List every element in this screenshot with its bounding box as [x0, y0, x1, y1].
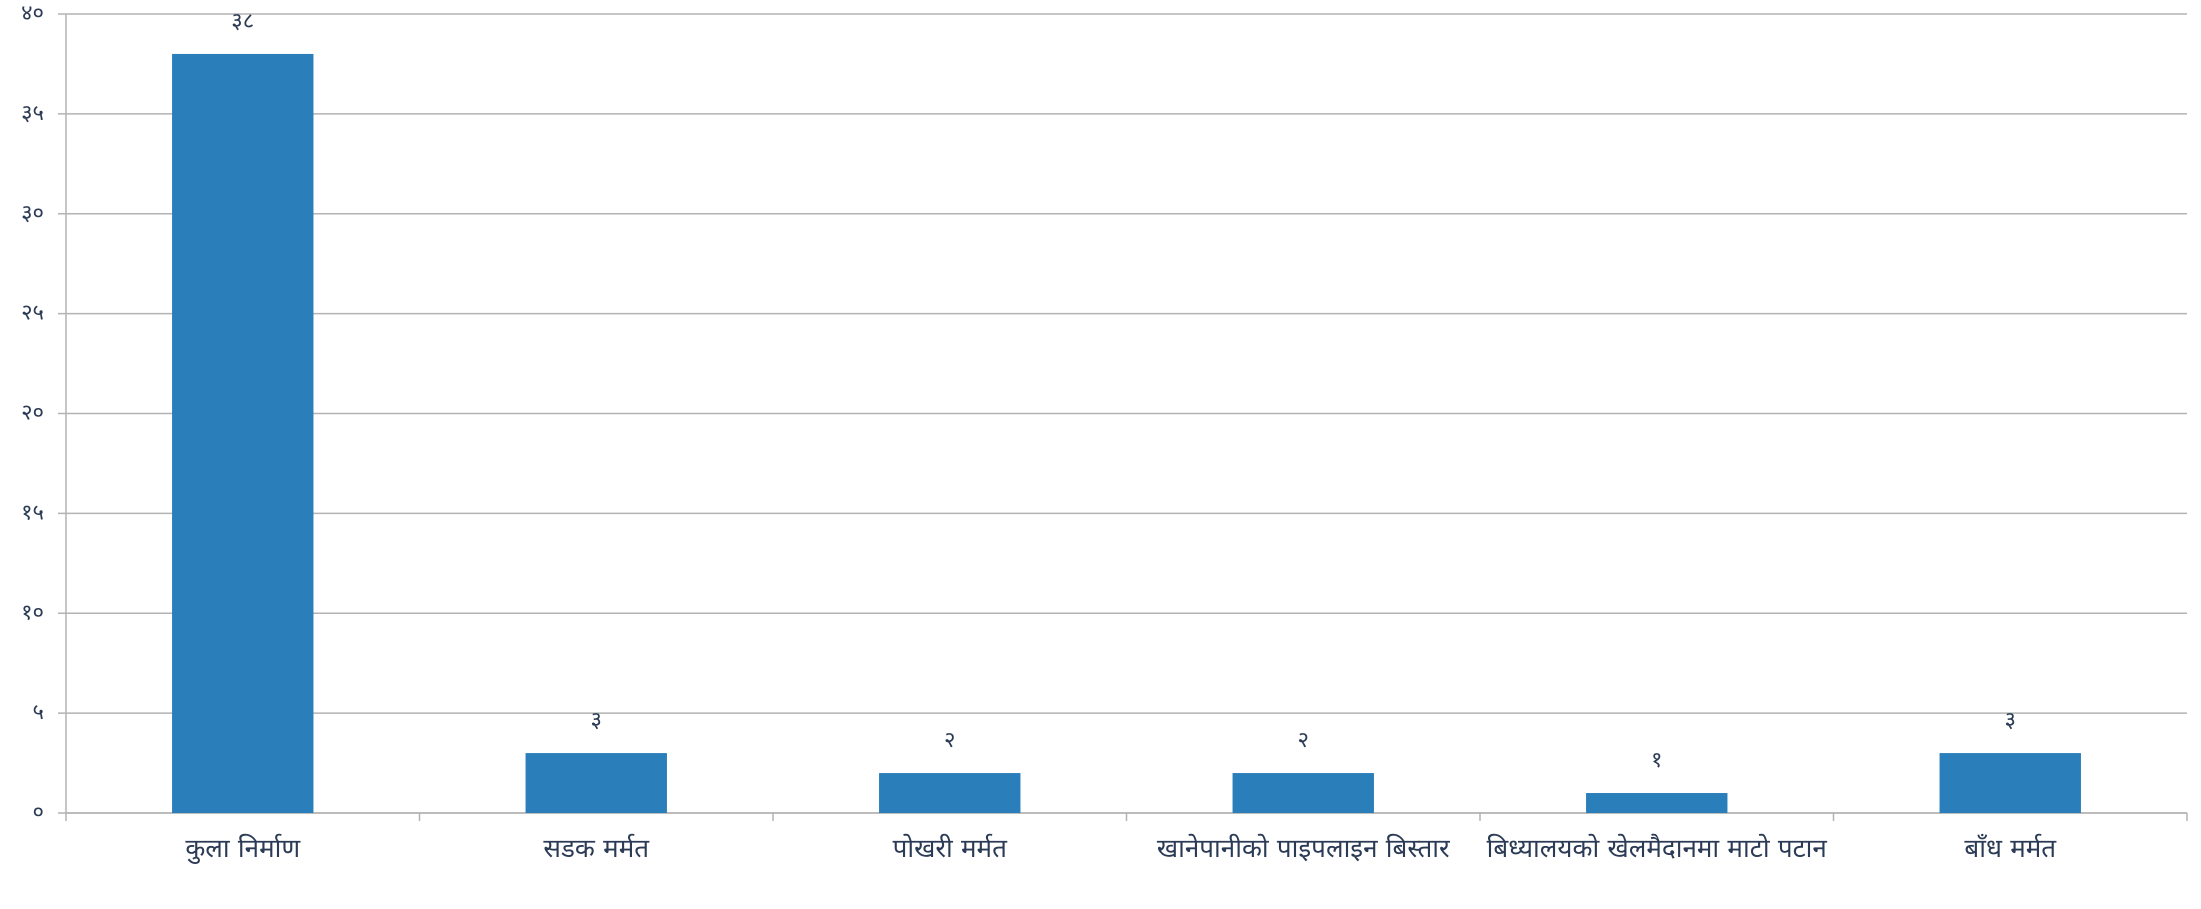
- y-tick-label: २०: [21, 401, 44, 426]
- y-tick-label: १०: [21, 600, 44, 625]
- y-tick-label: ५: [33, 700, 44, 725]
- bar: [525, 753, 667, 813]
- data-label: २: [1298, 728, 1309, 753]
- x-tick-label: पोखरी मर्मत: [892, 834, 1007, 864]
- y-tick-label: ०: [33, 800, 44, 825]
- data-label: २: [944, 728, 955, 753]
- bar: [879, 773, 1021, 813]
- data-label: ३८: [231, 9, 254, 34]
- x-tick-label: कुला निर्माण: [185, 834, 301, 864]
- bar: [1586, 793, 1728, 813]
- x-tick-label: खानेपानीको पाइपलाइन बिस्तार: [1156, 834, 1450, 864]
- x-tick-label: बाँध मर्मत: [1964, 834, 2057, 864]
- data-label: ३: [2005, 708, 2016, 733]
- y-tick-label: ३०: [21, 201, 44, 226]
- y-tick-label: १५: [21, 500, 44, 525]
- x-tick-label: बिध्यालयको खेलमैदानमा माटो पटान: [1486, 834, 1827, 864]
- data-label: ३: [591, 708, 602, 733]
- bar: [172, 53, 314, 813]
- y-tick-label: ३५: [21, 101, 44, 126]
- x-tick-label: सडक मर्मत: [543, 834, 650, 864]
- bar: [1232, 773, 1374, 813]
- data-label: १: [1651, 748, 1662, 773]
- y-tick-label: ४०: [21, 1, 44, 26]
- bar: [1939, 753, 2081, 813]
- y-tick-label: २५: [21, 301, 44, 326]
